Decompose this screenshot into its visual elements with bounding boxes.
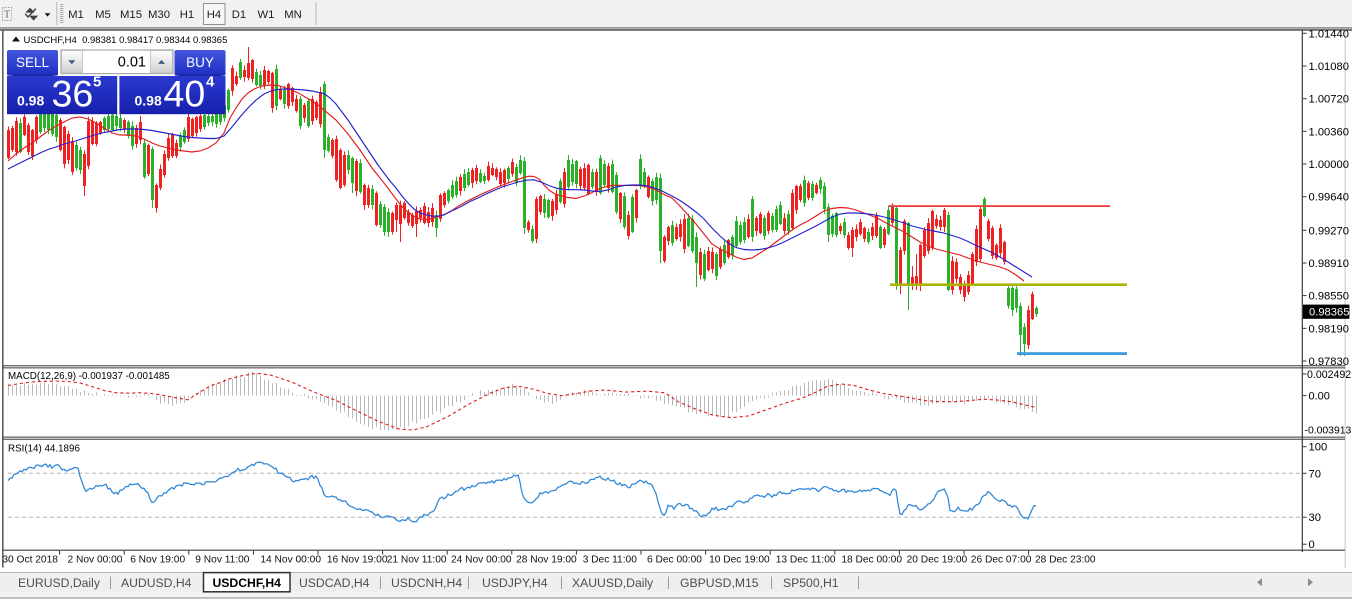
svg-text:0: 0	[1309, 539, 1315, 551]
svg-text:0.01: 0.01	[118, 55, 146, 71]
svg-text:26 Dec 07:00: 26 Dec 07:00	[971, 555, 1032, 566]
svg-text:H1: H1	[180, 9, 194, 21]
svg-text:20 Dec 19:00: 20 Dec 19:00	[907, 555, 968, 566]
svg-text:30: 30	[1309, 512, 1321, 524]
svg-text:36: 36	[52, 72, 94, 114]
svg-text:6 Nov 19:00: 6 Nov 19:00	[130, 555, 185, 566]
svg-text:28 Dec 23:00: 28 Dec 23:00	[1035, 555, 1096, 566]
svg-text:0.98910: 0.98910	[1309, 258, 1349, 270]
svg-text:9 Nov 11:00: 9 Nov 11:00	[195, 555, 250, 566]
svg-text:2 Nov 00:00: 2 Nov 00:00	[68, 555, 123, 566]
svg-text:SP500,H1: SP500,H1	[783, 576, 839, 590]
svg-text:3 Dec 11:00: 3 Dec 11:00	[583, 555, 638, 566]
svg-text:30 Oct 2018: 30 Oct 2018	[2, 555, 58, 566]
svg-text:16 Nov 19:00: 16 Nov 19:00	[327, 555, 388, 566]
svg-text:21 Nov 11:00: 21 Nov 11:00	[387, 555, 447, 566]
svg-text:40: 40	[164, 72, 206, 114]
svg-text:14 Nov 00:00: 14 Nov 00:00	[260, 555, 321, 566]
svg-text:GBPUSD,M15: GBPUSD,M15	[680, 576, 759, 590]
svg-text:4: 4	[206, 74, 215, 91]
svg-text:0.97830: 0.97830	[1309, 356, 1349, 368]
svg-text:0.99640: 0.99640	[1309, 192, 1349, 204]
svg-text:0.99270: 0.99270	[1309, 225, 1349, 237]
svg-text:24 Nov 00:00: 24 Nov 00:00	[451, 555, 512, 566]
svg-text:AUDUSD,H4: AUDUSD,H4	[121, 576, 192, 590]
svg-text:MN: MN	[284, 9, 302, 21]
svg-text:18 Dec 00:00: 18 Dec 00:00	[841, 555, 902, 566]
svg-text:RSI(14) 44.1896: RSI(14) 44.1896	[8, 444, 80, 455]
svg-text:0.98365: 0.98365	[1309, 307, 1349, 319]
svg-text:T: T	[4, 10, 10, 21]
svg-text:13 Dec 11:00: 13 Dec 11:00	[776, 555, 836, 566]
svg-text:28 Nov 19:00: 28 Nov 19:00	[516, 555, 577, 566]
svg-text:M15: M15	[120, 9, 142, 21]
svg-text:1.00360: 1.00360	[1309, 126, 1349, 138]
svg-text:0.98: 0.98	[135, 93, 162, 109]
svg-text:W1: W1	[258, 9, 275, 21]
svg-text:SELL: SELL	[16, 55, 50, 70]
svg-text:MACD(12,26,9) -0.001937 -0.001: MACD(12,26,9) -0.001937 -0.001485	[8, 371, 170, 382]
svg-text:D1: D1	[232, 9, 246, 21]
svg-text:H4: H4	[207, 9, 221, 21]
svg-text:0.002492: 0.002492	[1307, 369, 1351, 381]
svg-text:M5: M5	[95, 9, 111, 21]
svg-text:0.98190: 0.98190	[1309, 323, 1349, 335]
svg-text:BUY: BUY	[186, 55, 214, 70]
svg-text:USDCHF,H4 0.98381 0.98417 0.9: USDCHF,H4 0.98381 0.98417 0.98344 0.9836…	[24, 35, 228, 46]
svg-text:0.98: 0.98	[17, 93, 44, 109]
svg-text:EURUSD,Daily: EURUSD,Daily	[18, 576, 101, 590]
svg-text:USDJPY,H4: USDJPY,H4	[482, 576, 548, 590]
svg-text:1.00720: 1.00720	[1309, 94, 1349, 106]
svg-text:100: 100	[1309, 442, 1328, 454]
svg-text:-0.003913: -0.003913	[1305, 425, 1352, 436]
svg-text:0.00: 0.00	[1309, 391, 1330, 403]
svg-text:1.00000: 1.00000	[1309, 159, 1349, 171]
svg-text:M1: M1	[68, 9, 84, 21]
svg-text:5: 5	[93, 74, 101, 91]
svg-text:M30: M30	[148, 9, 170, 21]
svg-text:XAUUSD,Daily: XAUUSD,Daily	[572, 576, 654, 590]
svg-text:USDCNH,H4: USDCNH,H4	[391, 576, 462, 590]
svg-text:10 Dec 19:00: 10 Dec 19:00	[709, 555, 770, 566]
svg-text:1.01440: 1.01440	[1309, 28, 1349, 40]
svg-text:70: 70	[1309, 468, 1321, 480]
svg-text:USDCHF,H4: USDCHF,H4	[213, 576, 282, 590]
svg-text:0.98550: 0.98550	[1309, 291, 1349, 303]
svg-text:1.01080: 1.01080	[1309, 61, 1349, 73]
svg-text:6 Dec 00:00: 6 Dec 00:00	[647, 555, 702, 566]
svg-text:USDCAD,H4: USDCAD,H4	[299, 576, 370, 590]
